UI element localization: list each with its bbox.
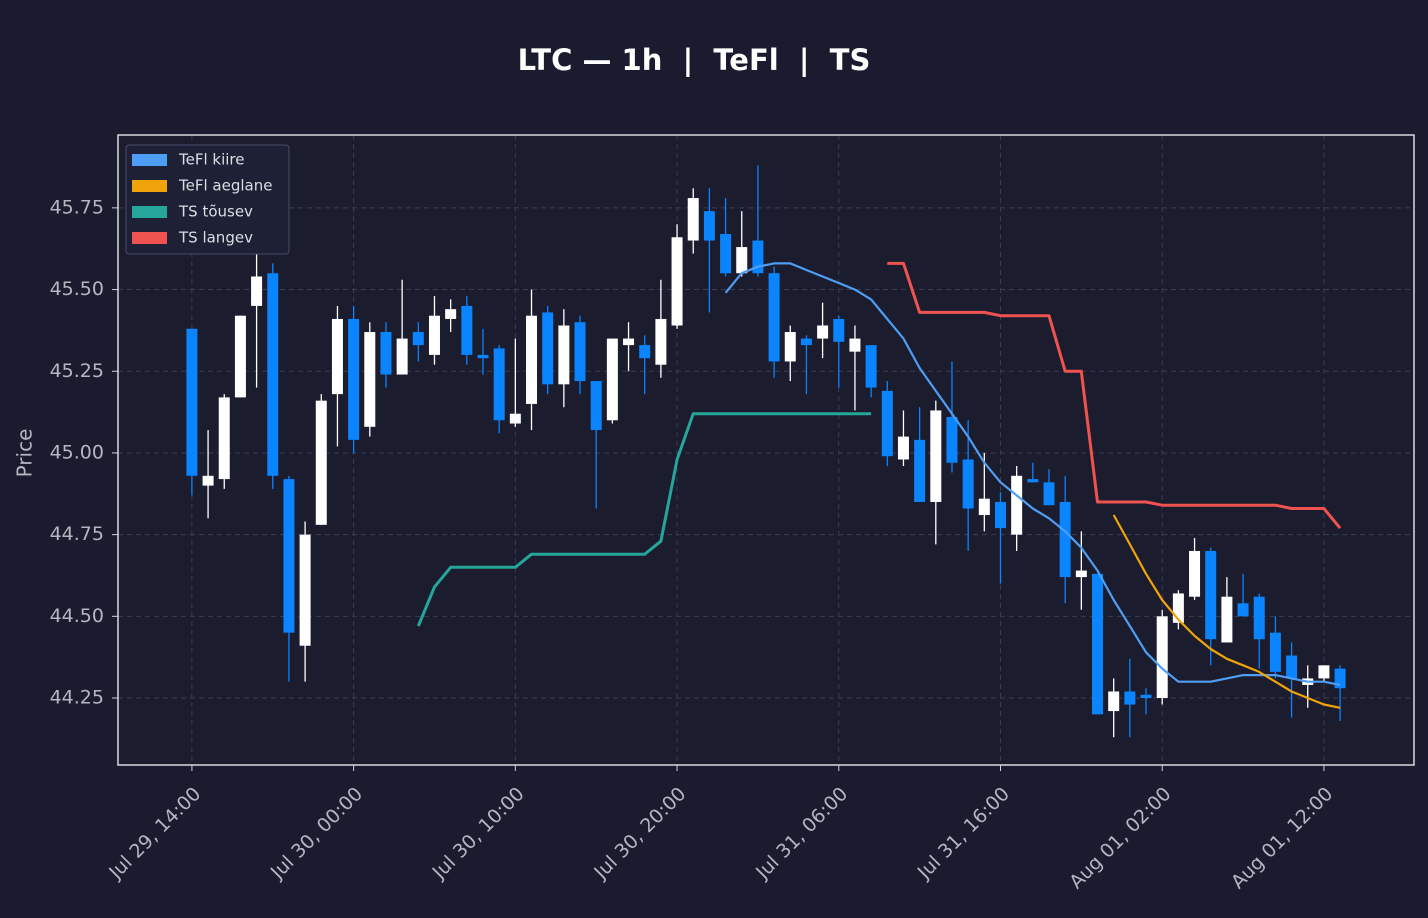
candle-body <box>639 345 651 359</box>
candle-body <box>299 534 311 646</box>
candle-body <box>703 211 715 241</box>
candle-body <box>752 240 764 274</box>
candle-body <box>364 332 376 427</box>
candle-body <box>445 309 457 319</box>
candle-body <box>946 416 958 463</box>
candle-body <box>218 397 230 480</box>
candle-body <box>720 234 732 274</box>
candle-body <box>978 498 990 516</box>
candle-body <box>1221 596 1233 643</box>
candle-body <box>1059 501 1071 578</box>
candle-body <box>509 413 521 424</box>
candle-body <box>1318 665 1330 679</box>
candle-body <box>962 459 974 509</box>
candle-body <box>800 338 812 346</box>
candle-body <box>331 318 343 395</box>
legend-label: TeFl kiire <box>178 151 245 169</box>
y-tick-label: 45.25 <box>50 360 104 382</box>
legend-swatch <box>132 206 167 218</box>
candle-body <box>671 237 683 326</box>
y-tick-label: 45.00 <box>50 441 104 463</box>
candle-body <box>542 312 554 385</box>
candle-body <box>461 305 473 355</box>
candle-body <box>380 332 392 375</box>
candle-body <box>202 475 214 486</box>
candle-body <box>849 338 861 352</box>
y-axis-label: Price <box>13 429 37 478</box>
y-tick-label: 44.50 <box>50 605 104 627</box>
candle-body <box>1237 603 1249 617</box>
candle-body <box>412 332 424 346</box>
legend-label: TS langev <box>178 229 253 247</box>
legend: TeFl kiire TeFl aeglane TS tõusev TS langev <box>125 144 290 255</box>
candle-body <box>784 332 796 362</box>
legend-swatch <box>132 232 167 244</box>
candle-body <box>1334 668 1346 689</box>
candle-body <box>768 273 780 362</box>
legend-label: TS tõusev <box>178 203 253 221</box>
candle-body <box>348 318 360 440</box>
candle-body <box>1205 550 1217 640</box>
candle-body <box>574 322 586 382</box>
y-tick-label: 44.25 <box>50 687 104 709</box>
candle-body <box>736 247 748 274</box>
candle-body <box>655 318 667 365</box>
y-tick-label: 45.75 <box>50 196 104 218</box>
candle-body <box>251 276 263 306</box>
candle-body <box>1011 475 1023 535</box>
candle-body <box>833 318 845 342</box>
candle-body <box>1172 593 1184 623</box>
candle-body <box>881 390 893 457</box>
candle-body <box>234 315 246 398</box>
candle-body <box>315 400 327 525</box>
candle-body <box>1043 482 1055 506</box>
indicator-line <box>724 262 1341 686</box>
candle-body <box>396 338 408 375</box>
indicator-line <box>887 261 1342 530</box>
candle-body <box>994 501 1006 529</box>
legend-label: TeFl aeglane <box>178 177 272 195</box>
chart-title: LTC — 1h | TeFl | TS <box>518 43 871 77</box>
candle-body <box>1156 616 1168 699</box>
candle-body <box>283 479 295 633</box>
candle-body <box>1253 596 1265 640</box>
candle-body <box>590 381 602 431</box>
candle-body <box>623 338 635 346</box>
candle-body <box>817 325 829 339</box>
candle-body <box>1027 479 1039 483</box>
candle-body <box>930 410 942 502</box>
legend-swatch <box>132 180 167 192</box>
candle-body <box>526 315 538 404</box>
candle-body <box>1108 691 1120 712</box>
legend-swatch <box>132 154 167 166</box>
candle-body <box>1124 691 1136 705</box>
candle-body <box>493 348 505 421</box>
candle-body <box>1092 573 1104 715</box>
indicator-line <box>416 412 872 627</box>
legend-box <box>125 144 290 255</box>
plot-area <box>118 135 1414 765</box>
indicator-line <box>1112 514 1341 709</box>
candle-body <box>1140 694 1152 699</box>
candle-body <box>687 198 699 241</box>
plot-frame <box>117 134 1415 766</box>
y-tick-label: 44.75 <box>50 523 104 545</box>
candle-body <box>865 345 877 388</box>
candle-body <box>914 439 926 502</box>
candle-body <box>558 325 570 385</box>
candle-body <box>606 338 618 421</box>
candle-body <box>1286 655 1298 679</box>
candle-body <box>428 315 440 355</box>
candle-body <box>1269 632 1281 672</box>
candle-body <box>1075 570 1087 578</box>
candle-body <box>1189 550 1201 597</box>
candle-body <box>477 354 489 359</box>
y-tick-label: 45.50 <box>50 278 104 300</box>
candle-body <box>267 273 279 476</box>
candle-body <box>186 328 198 476</box>
candle-body <box>897 436 909 460</box>
